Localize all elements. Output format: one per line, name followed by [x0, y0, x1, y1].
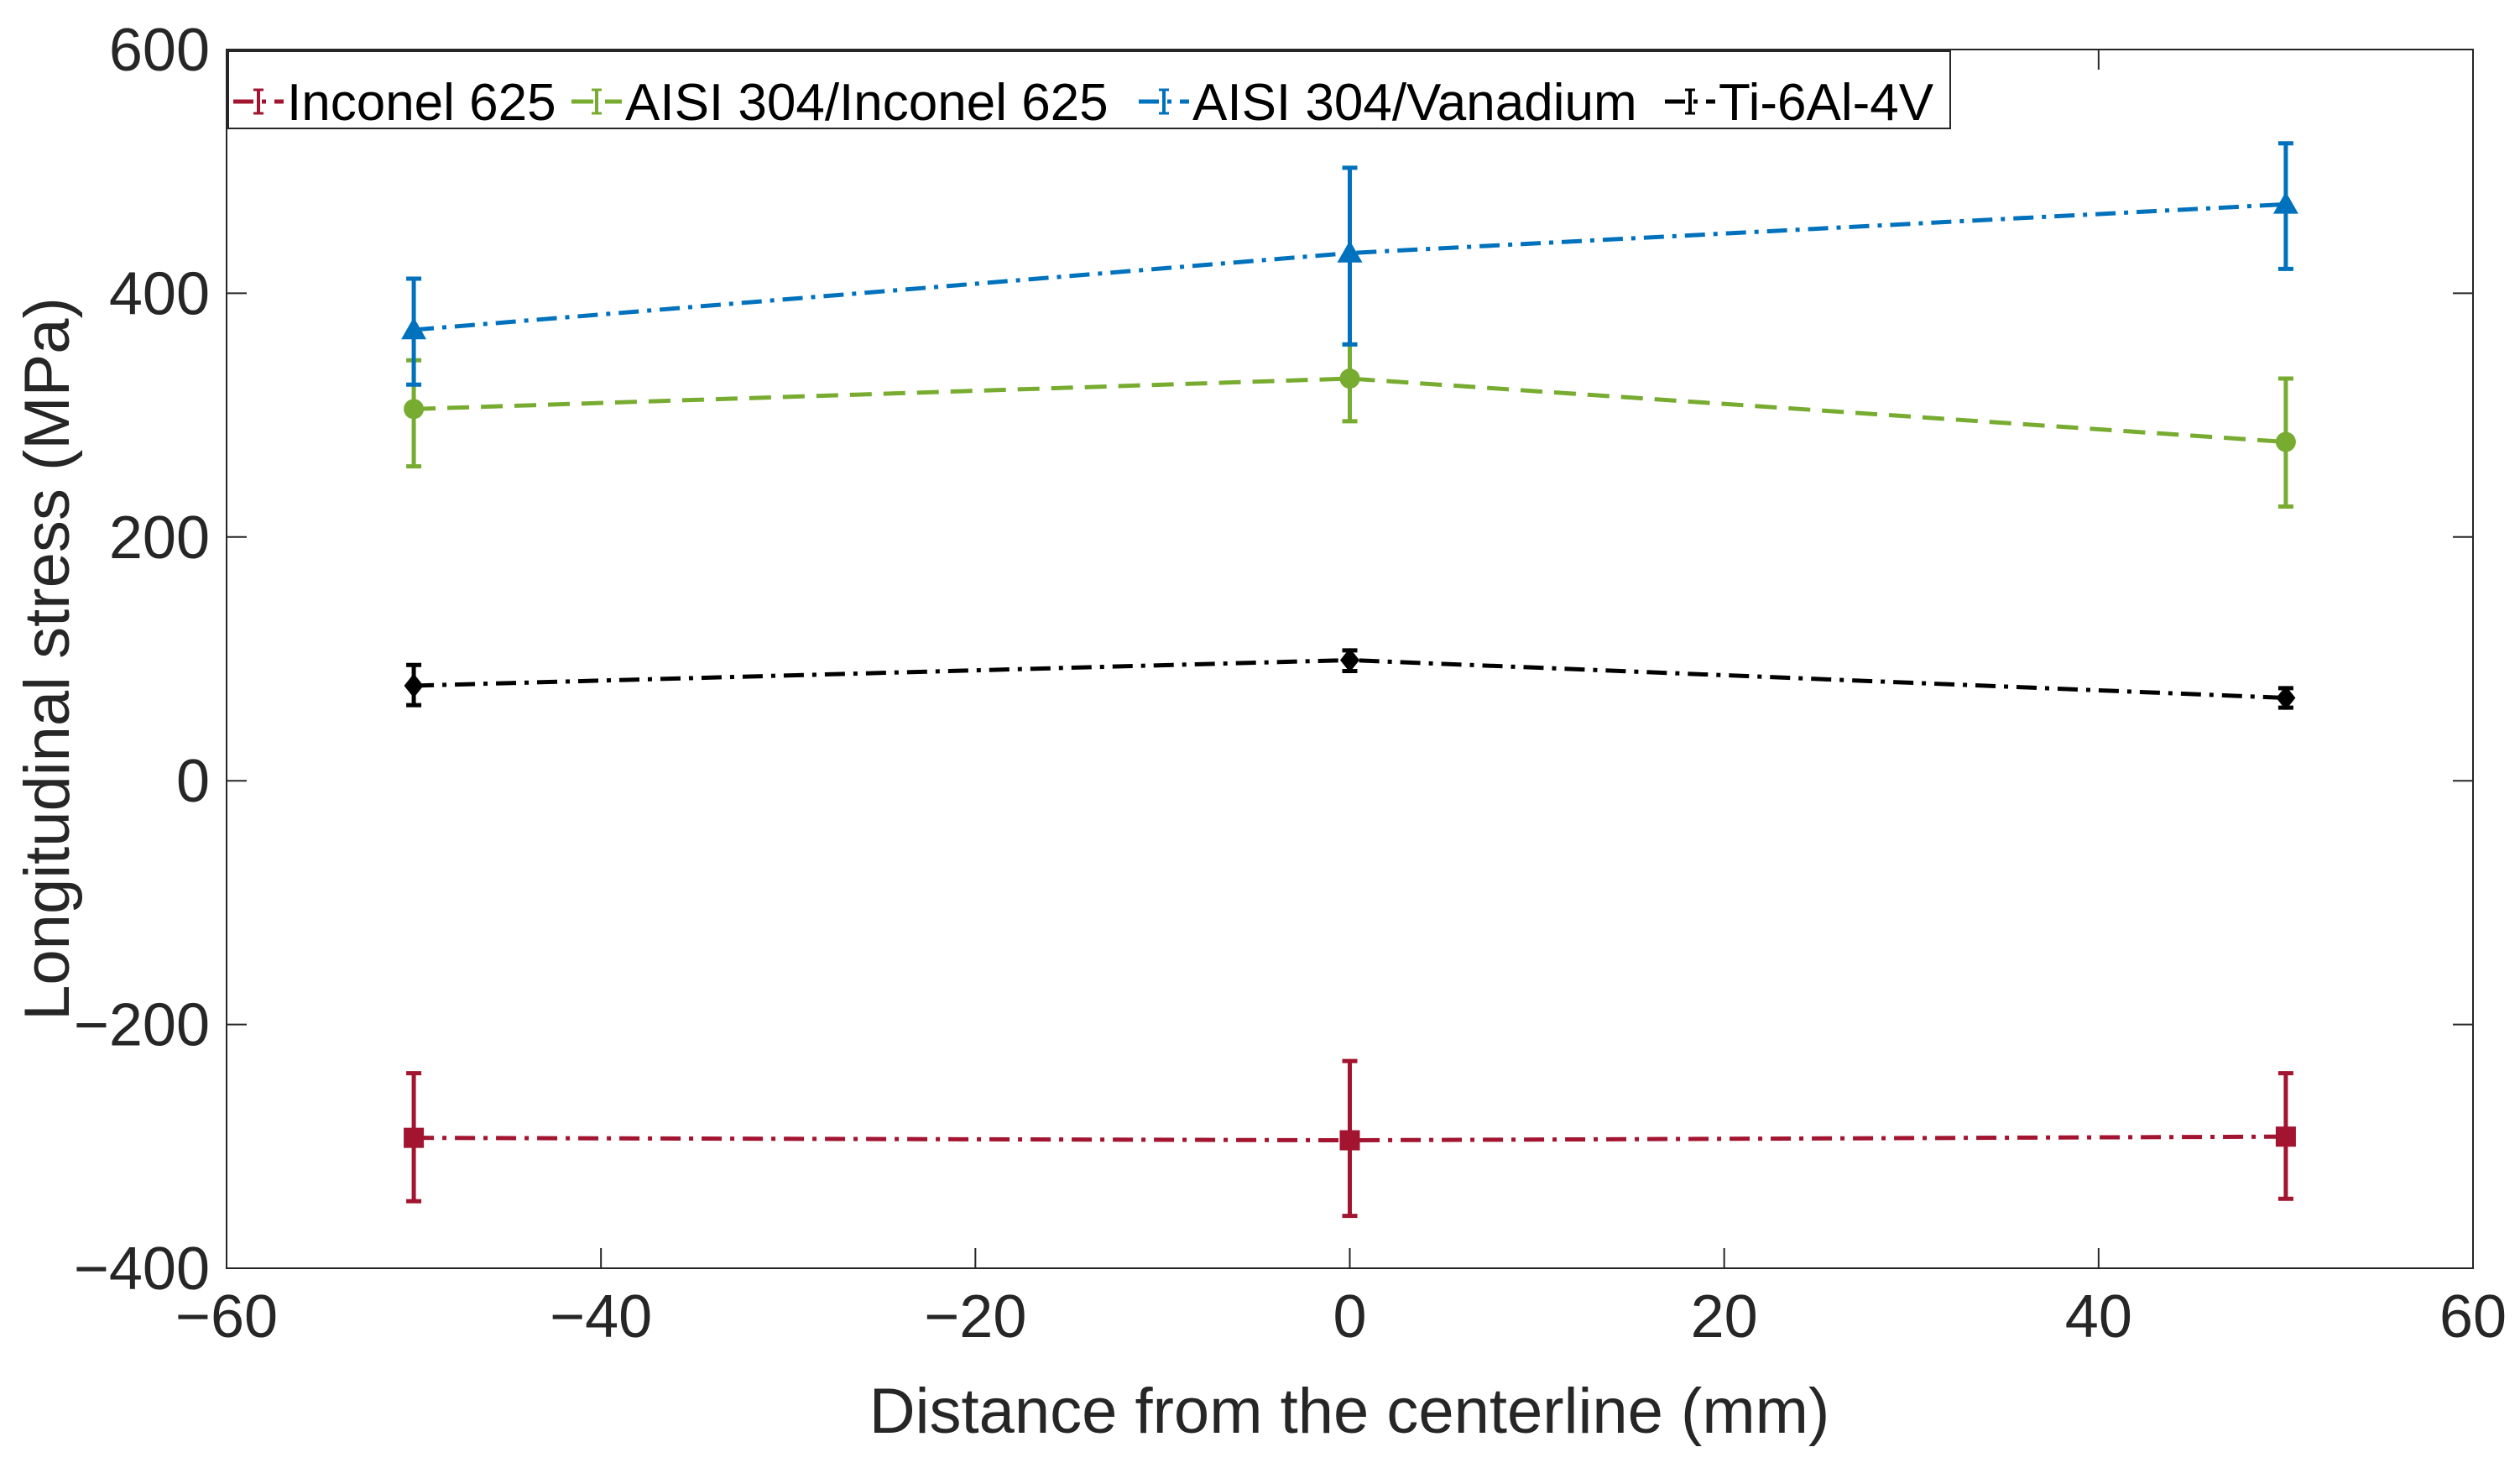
data-point: [2272, 191, 2298, 214]
x-tick-label: −60: [175, 1283, 278, 1350]
series-line: [413, 201, 2287, 332]
series-aisi-304-inconel-625: [404, 342, 2296, 509]
x-tick-label: −20: [924, 1283, 1026, 1350]
data-point: [1339, 368, 1360, 389]
y-axis-label: Longitudinal stress (MPa): [12, 297, 83, 1021]
series-layer: [401, 141, 2298, 1219]
x-tick-label: 60: [2439, 1283, 2507, 1350]
y-tick-label: 400: [109, 260, 210, 327]
x-tick-labels: −60 −40 −20 0 20 40 60: [175, 1283, 2507, 1350]
legend-item: Inconel 625: [233, 74, 556, 132]
legend-label: AISI 304/Vanadium: [1192, 74, 1637, 132]
series-inconel-625: [404, 1058, 2296, 1219]
y-tick-label: 200: [109, 504, 210, 572]
data-point: [2275, 431, 2296, 452]
legend-box: [227, 50, 1951, 129]
data-point: [404, 1127, 425, 1148]
data-point: [2275, 1126, 2296, 1147]
y-tick-label: 600: [109, 17, 210, 84]
series-line: [414, 376, 2287, 445]
data-point: [401, 316, 427, 340]
y-tick-label: −400: [74, 1236, 210, 1303]
x-tick-label: 40: [2065, 1283, 2132, 1350]
x-tick-label: −40: [550, 1283, 652, 1350]
data-point: [404, 399, 425, 420]
legend-item: AISI 304/Vanadium: [1139, 74, 1637, 132]
data-point: [1337, 240, 1363, 263]
legend-item: AISI 304/Inconel 625: [571, 74, 1109, 132]
x-tick-label: 20: [1691, 1283, 1758, 1350]
legend-label: AISI 304/Inconel 625: [625, 74, 1109, 132]
legend-label: Ti-6Al-4V: [1719, 74, 1934, 132]
series-ti-6al-4v: [404, 648, 2296, 710]
x-axis-label: Distance from the centerline (mm): [869, 1376, 1830, 1447]
y-tick-labels: −400 −200 0 200 400 600: [74, 17, 210, 1303]
data-point: [2276, 686, 2296, 710]
legend-item: Ti-6Al-4V: [1665, 74, 1934, 132]
x-tick-label: 0: [1333, 1283, 1366, 1350]
data-point: [1339, 648, 1360, 672]
y-tick-label: 0: [176, 748, 210, 815]
data-point: [404, 673, 424, 698]
series-aisi-304-vanadium: [401, 141, 2298, 387]
legend-label: Inconel 625: [287, 74, 556, 132]
y-tick-label: −200: [74, 992, 210, 1059]
legend-items: Inconel 625 AISI 304/Inconel 625 AISI 304/…: [233, 74, 1934, 132]
legend: Inconel 625 AISI 304/Inconel 625 AISI 304/…: [227, 50, 1951, 132]
data-point: [1339, 1130, 1360, 1151]
